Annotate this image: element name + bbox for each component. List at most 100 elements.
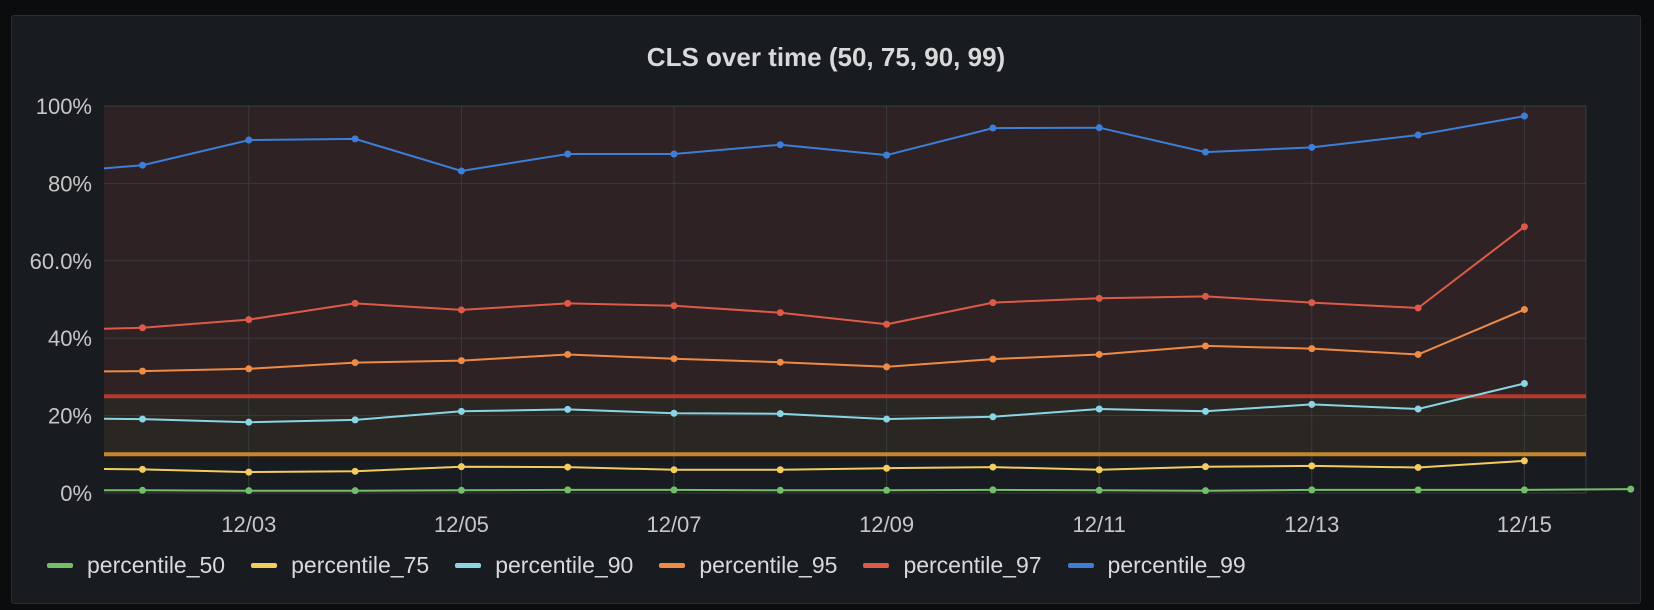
legend-swatch	[47, 563, 73, 568]
data-point	[1520, 223, 1528, 231]
data-point	[1095, 405, 1103, 413]
data-point	[457, 463, 465, 471]
series-percentile_50	[103, 485, 1635, 495]
data-point	[1202, 407, 1209, 415]
data-point	[989, 486, 997, 494]
data-point	[564, 350, 572, 358]
legend-swatch	[863, 563, 890, 568]
legend-item-percentile_99[interactable]: percentile_99	[1067, 552, 1246, 579]
data-point	[1627, 485, 1635, 493]
data-point	[457, 407, 465, 415]
data-point	[1095, 124, 1103, 132]
data-point	[1095, 294, 1103, 302]
data-point	[1414, 405, 1422, 413]
x-axis-ticks: 12/03 12/05 12/07 12/09 12/11 12/13 12/15	[221, 512, 1552, 537]
x-tick-label: 12/13	[1284, 512, 1339, 537]
data-point	[457, 486, 465, 494]
x-tick-label: 12/15	[1497, 512, 1552, 537]
data-point	[1520, 306, 1528, 314]
data-point	[776, 466, 784, 474]
legend-item-percentile_97[interactable]: percentile_97	[863, 552, 1042, 579]
x-tick-label: 12/11	[1072, 512, 1125, 537]
x-tick-label: 12/03	[221, 512, 276, 537]
y-tick-label: 40%	[48, 326, 92, 351]
data-point	[564, 486, 572, 494]
data-point	[1520, 379, 1528, 387]
threshold-band-red	[104, 106, 1586, 397]
data-point	[670, 466, 678, 474]
legend-item-percentile_90[interactable]: percentile_90	[455, 552, 633, 579]
series-lines	[103, 112, 1635, 495]
data-point	[670, 150, 678, 158]
data-point	[670, 486, 678, 494]
data-point	[139, 415, 146, 423]
data-point	[776, 358, 784, 366]
data-point	[1414, 131, 1422, 139]
panel-title: CLS over time (50, 75, 90, 99)	[646, 42, 1006, 72]
data-point	[989, 124, 997, 132]
series-line	[103, 488, 1631, 492]
series-percentile_95	[103, 306, 1528, 375]
data-point	[351, 135, 359, 143]
data-point	[139, 161, 146, 169]
threshold-lines	[104, 394, 1586, 457]
data-point	[1308, 143, 1316, 151]
data-point	[883, 363, 891, 371]
legend-label: percentile_95	[699, 552, 838, 578]
data-point	[351, 359, 359, 367]
data-point	[1202, 463, 1209, 471]
series-percentile_75	[103, 457, 1528, 476]
data-point	[245, 136, 253, 144]
data-point	[883, 320, 891, 328]
legend-label: percentile_75	[291, 552, 430, 578]
data-point	[245, 365, 253, 373]
data-point	[989, 299, 997, 307]
legend-item-percentile_95[interactable]: percentile_95	[659, 552, 837, 579]
data-point	[989, 413, 997, 421]
data-point	[457, 306, 465, 314]
data-point	[564, 150, 572, 158]
data-point	[1414, 486, 1422, 494]
data-point	[776, 141, 784, 149]
legend-label: percentile_50	[87, 552, 226, 578]
data-point	[351, 299, 359, 307]
legend-item-percentile_75[interactable]: percentile_75	[251, 552, 429, 579]
data-point	[139, 324, 146, 332]
data-point	[670, 302, 678, 310]
legend-label: percentile_97	[903, 552, 1042, 578]
data-point	[351, 487, 359, 495]
data-point	[1520, 486, 1528, 494]
data-point	[245, 468, 253, 476]
data-point	[776, 309, 784, 317]
data-point	[139, 465, 146, 473]
data-point	[883, 151, 891, 159]
data-point	[457, 357, 465, 365]
data-point	[564, 405, 572, 413]
data-point	[1414, 350, 1422, 358]
data-point	[1095, 350, 1103, 358]
data-point	[1520, 457, 1528, 465]
data-point	[1202, 148, 1209, 156]
x-tick-label: 12/09	[859, 512, 914, 537]
data-point	[989, 463, 997, 471]
legend-label: percentile_99	[1107, 552, 1246, 578]
y-tick-label: 0%	[60, 481, 92, 506]
data-point	[776, 410, 784, 418]
data-point	[351, 416, 359, 424]
x-tick-label: 12/07	[646, 512, 701, 537]
series-percentile_97	[103, 223, 1528, 332]
data-point	[564, 463, 572, 471]
y-tick-label: 100%	[36, 94, 92, 119]
data-point	[1202, 487, 1209, 495]
data-point	[989, 355, 997, 363]
data-point	[670, 355, 678, 363]
legend-swatch	[1067, 563, 1094, 568]
data-point	[1414, 463, 1422, 471]
data-point	[883, 415, 891, 423]
series-percentile_90	[103, 379, 1528, 426]
data-point	[245, 418, 253, 426]
legend-item-percentile_50[interactable]: percentile_50	[47, 552, 225, 579]
legend-swatch	[251, 563, 278, 568]
data-point	[1308, 462, 1316, 470]
